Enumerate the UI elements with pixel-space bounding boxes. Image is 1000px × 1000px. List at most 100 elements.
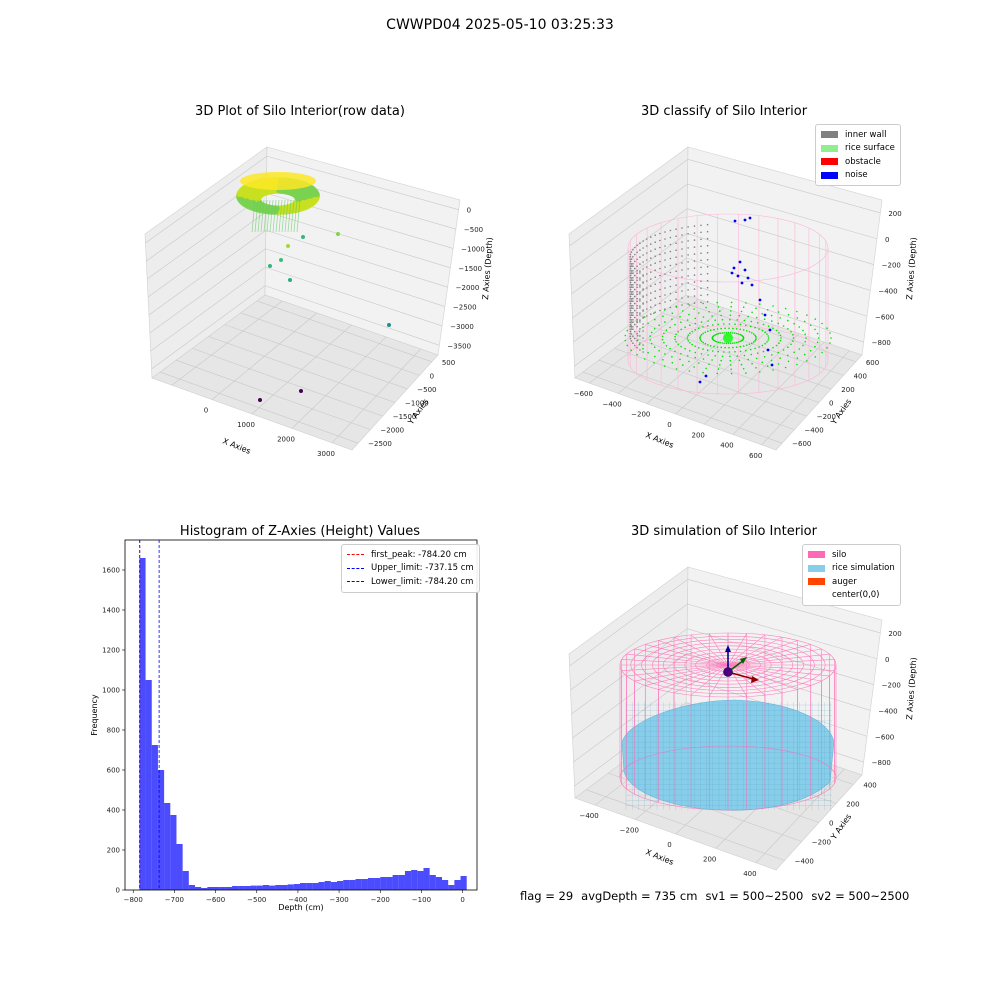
wall-point	[650, 236, 652, 238]
rice-point	[698, 312, 700, 314]
rice-point	[782, 349, 785, 351]
cloud-drip	[275, 199, 280, 233]
x-tick-label: −200	[631, 411, 650, 419]
rice-point	[671, 356, 673, 358]
wall-point	[646, 287, 648, 289]
rice-point	[809, 349, 812, 352]
histogram-x-ticks: −800 −700 −600 −500 −400 −300 −200 −100 0	[124, 890, 465, 904]
wall-point	[706, 286, 709, 289]
gridline	[687, 208, 874, 265]
histogram-bar	[435, 877, 443, 890]
rice-point	[713, 345, 715, 348]
y-tick-label: 400	[854, 372, 867, 380]
silo-spoke	[727, 634, 766, 666]
rice-point	[742, 306, 745, 309]
rice-point	[713, 334, 715, 337]
rice-point	[638, 330, 641, 333]
wall-point	[681, 227, 683, 229]
rice-point	[716, 333, 718, 336]
wall-point	[629, 337, 632, 340]
rice-point	[691, 330, 693, 333]
rice-center	[723, 333, 733, 343]
wall-point	[700, 238, 702, 241]
wall-point	[632, 305, 634, 307]
rice-point	[687, 334, 690, 336]
rice-point	[700, 340, 703, 343]
y-tick-label: 0	[116, 887, 120, 895]
wall-point	[687, 240, 689, 242]
wall-point	[646, 252, 648, 254]
cloud-drip	[254, 199, 259, 233]
rice-point	[745, 302, 747, 304]
wall-point	[639, 293, 641, 295]
raw-zlabel: Z Axies (Depth)	[481, 237, 494, 300]
x-tick-label: −400	[288, 896, 307, 904]
rice-point	[755, 316, 758, 319]
wall-point	[634, 253, 636, 256]
rice-point	[643, 358, 646, 360]
histogram-bar	[176, 844, 183, 890]
rice-point	[719, 310, 721, 312]
histogram-bar	[398, 875, 405, 890]
wall-point	[629, 321, 631, 324]
rice-point	[720, 327, 722, 330]
wall-point	[634, 246, 636, 249]
wall-point	[636, 272, 638, 275]
wall-point	[629, 291, 631, 293]
rice-point	[751, 311, 753, 314]
gridline	[585, 789, 785, 861]
footer-sv2: sv2 = 500~2500	[811, 889, 910, 903]
wall-point	[650, 278, 652, 280]
y-tick-label: −2000	[380, 427, 404, 435]
legend-swatch-obstacle	[821, 158, 838, 166]
wall-point	[669, 229, 672, 232]
noise-point	[758, 298, 762, 302]
y-tick-label: 400	[863, 782, 876, 790]
rice-point	[754, 339, 756, 342]
rice-point	[735, 328, 738, 330]
rice-point	[787, 319, 789, 322]
y-tick-label: −200	[817, 413, 836, 421]
classify-legend: inner wall rice surface obstacle noise	[815, 124, 901, 186]
rice-point	[702, 332, 704, 335]
histogram-threshold-lines	[139, 540, 160, 890]
outlier-point	[258, 398, 262, 402]
wall-point	[646, 301, 648, 303]
rice-point	[829, 332, 831, 334]
rice-point	[764, 331, 766, 334]
silo-spoke	[727, 659, 835, 666]
rice-point	[754, 347, 756, 350]
rice-point	[725, 342, 728, 345]
wall-point	[632, 307, 634, 310]
z-tick-label: −2500	[453, 304, 477, 312]
rice-point	[748, 331, 751, 333]
z-tick-label: 200	[888, 210, 901, 218]
y-tick-label: −200	[812, 839, 831, 847]
histogram-bar	[207, 887, 214, 890]
rice-point	[745, 324, 747, 327]
noise-point	[738, 260, 742, 264]
histogram-bar	[182, 871, 189, 890]
wall-point	[630, 272, 633, 274]
wall-point	[669, 250, 672, 253]
wall-point	[629, 272, 631, 275]
legend-line-lower-limit	[347, 581, 364, 583]
gridline	[570, 183, 688, 271]
rice-point	[759, 303, 761, 305]
rice-point	[649, 339, 651, 341]
outlier-point	[301, 235, 305, 239]
x-tick-label: 0	[667, 841, 671, 849]
wall-point	[629, 281, 632, 284]
rice-point	[742, 329, 745, 331]
noise-point	[698, 380, 702, 384]
rice-point	[814, 356, 817, 358]
wall-point	[634, 323, 636, 326]
rice-point	[727, 342, 730, 345]
rice-point	[735, 332, 738, 335]
wall-point	[629, 267, 632, 270]
wall-point	[629, 330, 632, 333]
z-tick-label: −400	[878, 707, 897, 715]
rice-point	[727, 331, 730, 334]
histogram-bar	[299, 883, 307, 890]
